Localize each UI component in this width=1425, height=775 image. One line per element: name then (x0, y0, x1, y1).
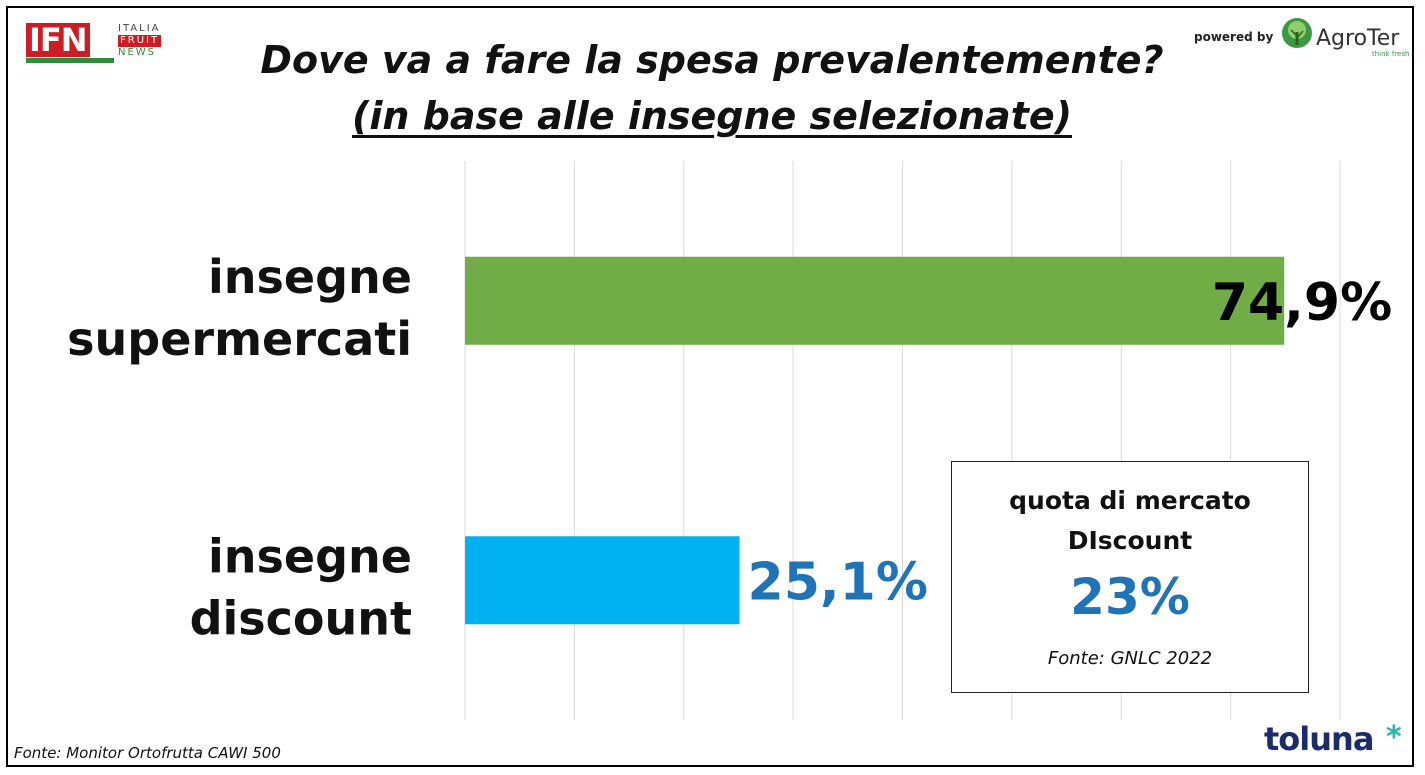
agroter-name: AgroTer (1316, 26, 1400, 51)
footer-source: Fonte: Monitor Ortofrutta CAWI 500 (14, 744, 281, 762)
chart-title: Dove va a fare la spesa prevalentemente? (260, 38, 1164, 82)
asterisk-icon: * (1386, 720, 1402, 755)
ifn-mark: IFN (26, 23, 90, 57)
ifn-word-fruit: FRUIT (118, 35, 162, 47)
value-label: 74,9% (1212, 273, 1392, 333)
tree-icon (1282, 18, 1312, 48)
ifn-logo: IFN ITALIA FRUIT NEWS (26, 20, 176, 66)
inset-label-line1: quota di mercato (1009, 486, 1251, 515)
agroter-logo: AgroTer think fresh (1280, 16, 1410, 62)
ifn-word-italia: ITALIA (118, 23, 161, 34)
ifn-green-bar (26, 58, 114, 63)
inset-value: 23% (1070, 568, 1190, 626)
category-label: insegne (208, 529, 412, 583)
ifn-word-news: NEWS (118, 47, 157, 58)
bar-chart: 74,9% insegne supermercati 25,1% insegne disc… (67, 161, 1392, 720)
inset-source: Fonte: GNLC 2022 (1047, 648, 1213, 669)
agroter-tagline: think fresh (1372, 50, 1410, 58)
category-label: insegne (208, 250, 412, 304)
category-label: discount (190, 591, 412, 645)
bar-discount (465, 536, 740, 625)
ifn-wordmark: ITALIA FRUIT NEWS (118, 23, 162, 59)
market-share-box: quota di mercato DIscount 23% Fonte: GNL… (951, 461, 1309, 693)
toluna-logo: toluna (1264, 720, 1374, 758)
value-label: 25,1% (748, 552, 928, 612)
bar-supermercati (465, 256, 1285, 345)
chart-subtitle: (in base alle insegne selezionate) (352, 94, 1072, 138)
chart-frame: IFN ITALIA FRUIT NEWS powered by AgroTer… (6, 6, 1414, 767)
inset-label-line2: DIscount (1067, 526, 1193, 555)
powered-by-label: powered by (1194, 30, 1274, 44)
category-label: supermercati (67, 312, 412, 366)
